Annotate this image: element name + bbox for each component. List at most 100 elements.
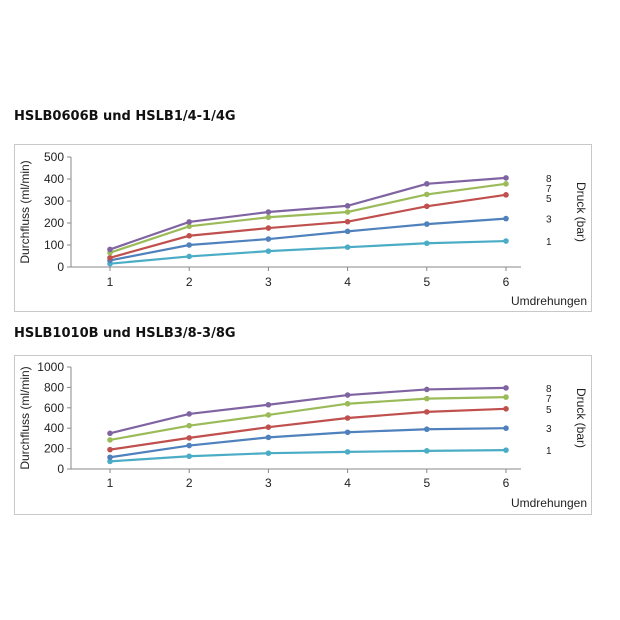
data-point-3 bbox=[503, 215, 509, 222]
right-axis-title: Druck (bar) bbox=[574, 182, 588, 242]
data-point-5 bbox=[503, 192, 509, 198]
data-point-3 bbox=[186, 442, 192, 449]
data-point-1 bbox=[503, 447, 509, 453]
data-point-5 bbox=[344, 218, 351, 225]
data-point-8 bbox=[186, 219, 192, 225]
chart-1-heading: HSLB0606B und HSLB1/4-1/4G bbox=[14, 109, 236, 124]
data-point-7 bbox=[265, 412, 272, 418]
x-tick-label: 6 bbox=[503, 275, 510, 289]
data-point-3 bbox=[344, 429, 351, 436]
flow-chart-1: 0 100 200 300 400 500 1 2 3 4 5 6 Durchfluss (ml/min… bbox=[18, 150, 588, 308]
data-point-7 bbox=[344, 209, 351, 215]
series-end-label: 8 bbox=[546, 174, 552, 185]
data-point-5 bbox=[265, 225, 272, 231]
data-point-1 bbox=[344, 449, 351, 455]
data-point-1 bbox=[424, 448, 430, 454]
series-end-label: 8 bbox=[546, 384, 552, 395]
series-end-label: 7 bbox=[546, 184, 552, 195]
data-point-7 bbox=[265, 214, 272, 221]
y-tick-label: 200 bbox=[44, 442, 64, 456]
x-tick-label: 4 bbox=[344, 275, 351, 289]
data-point-7 bbox=[424, 395, 430, 402]
y-tick-label: 200 bbox=[44, 216, 64, 230]
x-tick-label: 1 bbox=[107, 476, 114, 490]
data-point-3 bbox=[186, 242, 192, 248]
data-point-8 bbox=[344, 392, 351, 398]
y-tick-label: 0 bbox=[57, 462, 64, 476]
series-end-label: 3 bbox=[546, 215, 552, 226]
data-point-3 bbox=[503, 425, 509, 431]
data-point-5 bbox=[186, 435, 192, 441]
data-point-5 bbox=[265, 424, 272, 430]
data-point-5 bbox=[186, 232, 192, 239]
data-point-3 bbox=[265, 434, 272, 441]
chart-2-panel: 0 200 400 600 800 1000 1 2 3 4 5 6 Durchfluss (ml/mi… bbox=[14, 355, 592, 515]
data-point-5 bbox=[424, 203, 430, 210]
data-point-1 bbox=[107, 458, 113, 465]
data-point-8 bbox=[186, 411, 192, 417]
data-point-8 bbox=[424, 386, 430, 393]
data-point-7 bbox=[186, 223, 192, 230]
series-line-8 bbox=[109, 176, 507, 251]
right-axis-title: Druck (bar) bbox=[574, 388, 588, 448]
y-tick-label: 1000 bbox=[37, 360, 64, 374]
series-line-3 bbox=[109, 217, 507, 262]
series-end-label: 1 bbox=[546, 446, 552, 457]
data-point-1 bbox=[265, 248, 272, 254]
y-tick-label: 800 bbox=[44, 380, 64, 394]
y-tick-label: 300 bbox=[44, 194, 64, 208]
x-tick-label: 1 bbox=[107, 275, 114, 289]
data-point-1 bbox=[503, 238, 509, 244]
data-point-7 bbox=[344, 400, 351, 407]
data-point-8 bbox=[503, 175, 509, 181]
x-tick-label: 3 bbox=[265, 476, 272, 490]
series-end-label: 5 bbox=[546, 194, 552, 205]
data-point-1 bbox=[186, 453, 192, 460]
series-line-5 bbox=[109, 193, 507, 259]
y-tick-label: 100 bbox=[44, 238, 64, 252]
data-point-8 bbox=[107, 430, 113, 437]
series-end-label: 1 bbox=[546, 237, 552, 248]
series-line-1 bbox=[109, 239, 507, 265]
x-tick-label: 4 bbox=[344, 476, 351, 490]
y-tick-label: 500 bbox=[44, 150, 64, 164]
data-point-8 bbox=[265, 209, 272, 215]
data-point-5 bbox=[344, 415, 351, 421]
data-point-1 bbox=[424, 240, 430, 247]
data-point-3 bbox=[344, 228, 351, 235]
data-point-3 bbox=[424, 426, 430, 433]
x-tick-label: 3 bbox=[265, 275, 272, 289]
data-point-3 bbox=[265, 236, 272, 242]
data-point-5 bbox=[107, 446, 113, 453]
chart-1-panel: 0 100 200 300 400 500 1 2 3 4 5 6 Durchfluss (ml/min… bbox=[14, 144, 592, 312]
x-tick-label: 5 bbox=[423, 275, 430, 289]
data-point-3 bbox=[107, 454, 113, 461]
data-point-1 bbox=[265, 450, 272, 456]
x-tick-label: 2 bbox=[186, 476, 193, 490]
series-line-1 bbox=[109, 449, 507, 463]
x-tick-label: 2 bbox=[186, 275, 193, 289]
x-tick-label: 5 bbox=[423, 476, 430, 490]
x-axis-title: Umdrehungen bbox=[511, 496, 587, 510]
series-end-label: 5 bbox=[546, 405, 552, 416]
data-point-1 bbox=[344, 244, 351, 250]
y-axis-title: Durchfluss (ml/min) bbox=[18, 366, 32, 469]
series-line-5 bbox=[109, 407, 507, 451]
data-point-5 bbox=[424, 409, 430, 415]
series-end-label: 7 bbox=[546, 394, 552, 405]
flow-chart-2: 0 200 400 600 800 1000 1 2 3 4 5 6 Durchfluss (ml/mi… bbox=[18, 360, 588, 510]
data-point-1 bbox=[186, 253, 192, 260]
series-end-label: 3 bbox=[546, 424, 552, 435]
data-point-8 bbox=[503, 385, 509, 391]
series-line-3 bbox=[109, 427, 507, 459]
y-tick-label: 400 bbox=[44, 172, 64, 186]
data-point-7 bbox=[503, 394, 509, 400]
x-tick-label: 6 bbox=[503, 476, 510, 490]
series-line-7 bbox=[109, 395, 507, 442]
y-tick-label: 0 bbox=[57, 260, 64, 274]
chart-2-heading: HSLB1010B und HSLB3/8-3/8G bbox=[14, 326, 236, 341]
x-axis-title: Umdrehungen bbox=[511, 294, 587, 308]
y-tick-label: 400 bbox=[44, 421, 64, 435]
y-tick-label: 600 bbox=[44, 401, 64, 415]
data-point-7 bbox=[186, 422, 192, 429]
